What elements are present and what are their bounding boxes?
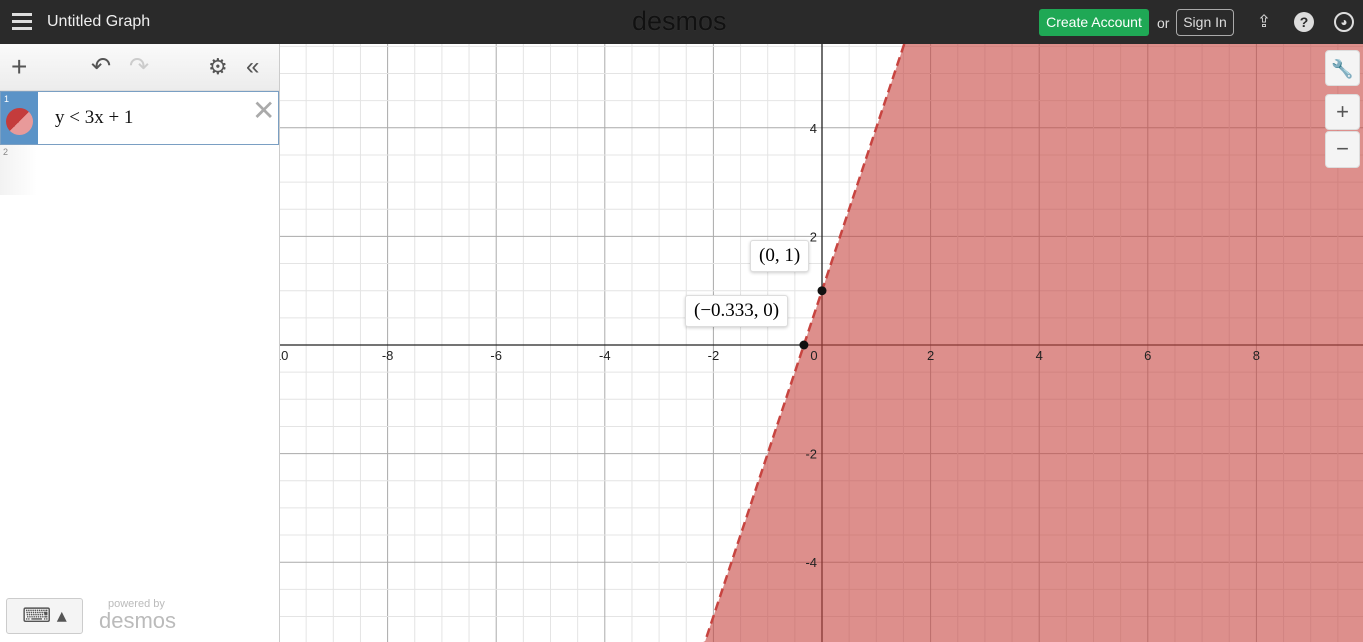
delete-icon[interactable]: ✕ (252, 95, 276, 126)
graph-canvas[interactable]: -10 -8 -6 -4 -2 0 2 4 6 8 4 2 -2 -4 (280, 44, 1363, 642)
expression-gutter: 2 (0, 145, 37, 195)
x-tick-label: 2 (927, 348, 934, 363)
y-tick-label: -4 (805, 555, 817, 570)
expression-toolbar: + ↶ ↷ ⚙ « (0, 44, 279, 91)
x-tick-label: -2 (708, 348, 720, 363)
x-tick-label: 0 (810, 348, 817, 363)
inequality-shading (704, 44, 1363, 642)
graph-title[interactable]: Untitled Graph (47, 13, 151, 30)
x-tick-label: -8 (382, 348, 394, 363)
y-tick-label: -2 (805, 447, 817, 462)
y-tick-label: 4 (810, 121, 817, 136)
expression-gutter: 1 (1, 92, 38, 144)
or-text: or (1157, 15, 1170, 31)
x-tick-label: 8 (1253, 348, 1260, 363)
keyboard-button[interactable]: ⌨ ▴ (6, 598, 83, 634)
collapse-icon[interactable]: « (246, 53, 260, 80)
help-icon[interactable]: ? (1294, 12, 1314, 32)
sign-in-button[interactable]: Sign In (1176, 9, 1234, 36)
x-tick-label: -6 (490, 348, 502, 363)
zoom-out-button[interactable]: − (1325, 131, 1360, 168)
x-tick-label: 6 (1144, 348, 1151, 363)
desmos-footer-logo: desmos (99, 608, 177, 633)
share-icon[interactable]: ⇪ (1256, 12, 1272, 31)
expression-row[interactable]: 1 y < 3x + 1 ✕ (0, 91, 279, 145)
wrench-icon[interactable]: 🔧 (1325, 50, 1360, 86)
expression-input[interactable]: y < 3x + 1 (55, 107, 134, 128)
x-tick-label: -4 (599, 348, 611, 363)
zoom-in-button[interactable]: + (1325, 94, 1360, 130)
point-label: (0, 1) (750, 240, 810, 272)
x-tick-label: 4 (1036, 348, 1043, 363)
y-tick-label: 2 (810, 229, 817, 244)
expression-row[interactable]: 2 (0, 145, 279, 195)
intercept-point (799, 340, 809, 350)
globe-icon[interactable]: ◕ (1334, 12, 1354, 32)
expression-index: 1 (4, 94, 10, 104)
menu-icon[interactable] (12, 13, 32, 31)
add-icon[interactable]: + (11, 51, 28, 82)
redo-icon[interactable]: ↷ (129, 53, 150, 80)
point-label: (−0.333, 0) (685, 295, 789, 327)
desmos-logo: desmos (632, 6, 727, 36)
create-account-button[interactable]: Create Account (1039, 9, 1149, 36)
expression-index: 2 (3, 147, 9, 157)
expression-panel: + ↶ ↷ ⚙ « 1 y < 3x + 1 ✕ 2 ⌨ ▴ powered b… (0, 44, 280, 642)
powered-by-text: powered by (108, 598, 165, 610)
color-toggle-icon[interactable] (6, 108, 33, 135)
undo-icon[interactable]: ↶ (91, 53, 112, 80)
x-tick-label: -10 (280, 348, 288, 363)
intercept-point (817, 286, 827, 296)
top-bar: Untitled Graph desmos Create Account or … (0, 0, 1363, 44)
graph-paper[interactable]: -10 -8 -6 -4 -2 0 2 4 6 8 4 2 -2 -4 (0, 1) (−0.333, 0… (280, 44, 1363, 642)
gear-icon[interactable]: ⚙ (208, 54, 228, 79)
